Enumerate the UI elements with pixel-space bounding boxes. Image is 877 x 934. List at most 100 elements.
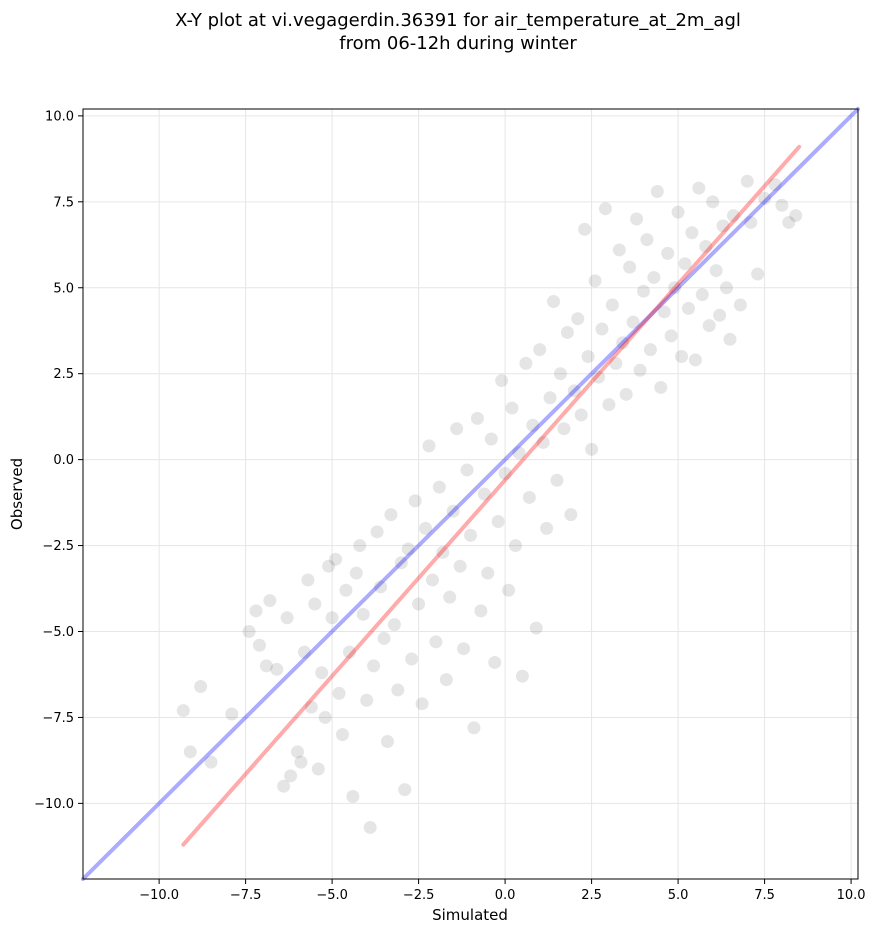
scatter-point — [758, 191, 772, 205]
scatter-point — [495, 374, 509, 388]
scatter-point — [740, 174, 754, 188]
scatter-point — [681, 301, 695, 315]
y-tick-label: 10.0 — [45, 109, 74, 124]
scatter-point — [436, 545, 450, 559]
scatter-point — [547, 295, 561, 308]
scatter-point — [519, 356, 533, 370]
scatter-point — [626, 315, 640, 329]
scatter-point — [720, 281, 734, 295]
scatter-point — [384, 508, 398, 522]
scatter-point — [560, 325, 574, 339]
scatter-point — [498, 466, 512, 480]
scatter-point — [353, 539, 367, 553]
scatter-point — [443, 590, 457, 604]
scatter-point — [252, 638, 266, 652]
scatter-point — [356, 607, 370, 621]
scatter-point — [335, 728, 349, 742]
scatter-point — [398, 783, 412, 797]
scatter-point — [571, 312, 585, 326]
chart-title: X-Y plot at vi.vegagerdin.36391 for air_… — [175, 10, 741, 31]
scatter-point — [630, 212, 644, 226]
scatter-point — [602, 398, 616, 412]
scatter-point — [526, 418, 540, 432]
grid — [83, 109, 858, 879]
scatter-point — [636, 284, 650, 298]
x-tick-label: 2.5 — [581, 888, 602, 903]
scatter-point — [294, 755, 308, 769]
y-tick-label: −2.5 — [42, 539, 74, 554]
scatter-point — [301, 573, 315, 587]
scatter-point — [308, 597, 322, 611]
scatter-point — [650, 185, 664, 198]
scatter-point — [297, 645, 311, 659]
lines-layer — [81, 107, 860, 881]
scatter-point — [425, 573, 439, 587]
scatter-point — [419, 521, 433, 535]
scatter-point — [467, 721, 481, 735]
scatter-point — [595, 322, 609, 336]
scatter-point — [380, 735, 394, 748]
plot-frame — [82, 108, 859, 880]
scatter-point — [474, 604, 488, 618]
x-axis: −10.0 −7.5 −5.0 −2.5 0.0 2.5 5.0 7.5 10.0 — [139, 879, 866, 903]
chart-subtitle: from 06-12h during winter — [339, 33, 577, 54]
scatter-point — [291, 745, 305, 759]
scatter-point — [481, 566, 495, 580]
scatter-point — [716, 219, 730, 233]
scatter-point — [484, 432, 498, 446]
scatter-point — [515, 669, 529, 683]
y-tick-label: 0.0 — [53, 453, 74, 468]
scatter-point — [315, 666, 329, 680]
scatter-point — [339, 583, 353, 597]
scatter-point — [259, 659, 273, 673]
scatter-point — [505, 401, 519, 415]
scatter-point — [536, 435, 550, 449]
scatter-point — [633, 363, 647, 377]
x-tick-label: −10.0 — [139, 888, 179, 903]
scatter-point — [671, 205, 685, 219]
scatter-point — [502, 583, 516, 597]
x-tick-label: −2.5 — [403, 888, 435, 903]
x-tick-label: 5.0 — [668, 888, 689, 903]
scatter-point — [733, 298, 747, 312]
scatter-point — [643, 343, 657, 357]
regression-line — [181, 144, 802, 847]
scatter-point — [723, 332, 737, 346]
scatter-point — [557, 422, 571, 436]
scatter-point — [540, 521, 554, 535]
scatter-point — [685, 226, 699, 240]
scatter-point — [432, 480, 446, 494]
scatter-point — [553, 367, 567, 381]
scatter-point — [616, 336, 630, 350]
scatter-point — [412, 597, 426, 611]
scatter-point — [522, 490, 536, 504]
scatter-point — [401, 542, 415, 556]
scatter-point — [325, 611, 339, 625]
scatter-point — [647, 270, 661, 284]
scatter-point — [464, 528, 477, 542]
scatter-point — [585, 442, 599, 456]
scatter-point — [304, 700, 318, 714]
scatter-point — [322, 559, 336, 573]
scatter-point — [284, 769, 298, 783]
scatter-point — [668, 281, 682, 295]
scatter-point — [194, 680, 208, 693]
y-axis-label: Observed — [8, 458, 26, 530]
scatter-point — [654, 380, 668, 394]
y-tick-label: 5.0 — [53, 281, 74, 296]
scatter-point — [204, 755, 218, 769]
x-axis-label: Simulated — [432, 906, 508, 924]
scatter-point — [744, 215, 758, 229]
scatter-point — [318, 710, 332, 724]
scatter-point — [183, 745, 197, 759]
scatter-point — [387, 618, 401, 632]
scatter-point — [415, 697, 429, 711]
scatter-point — [695, 288, 709, 302]
scatter-point — [706, 195, 720, 209]
scatter-point — [446, 504, 460, 518]
scatter-point — [263, 594, 277, 608]
scatter-point — [332, 686, 346, 700]
scatter-point — [477, 487, 491, 501]
scatter-point — [609, 356, 623, 370]
scatter-point — [675, 350, 689, 363]
